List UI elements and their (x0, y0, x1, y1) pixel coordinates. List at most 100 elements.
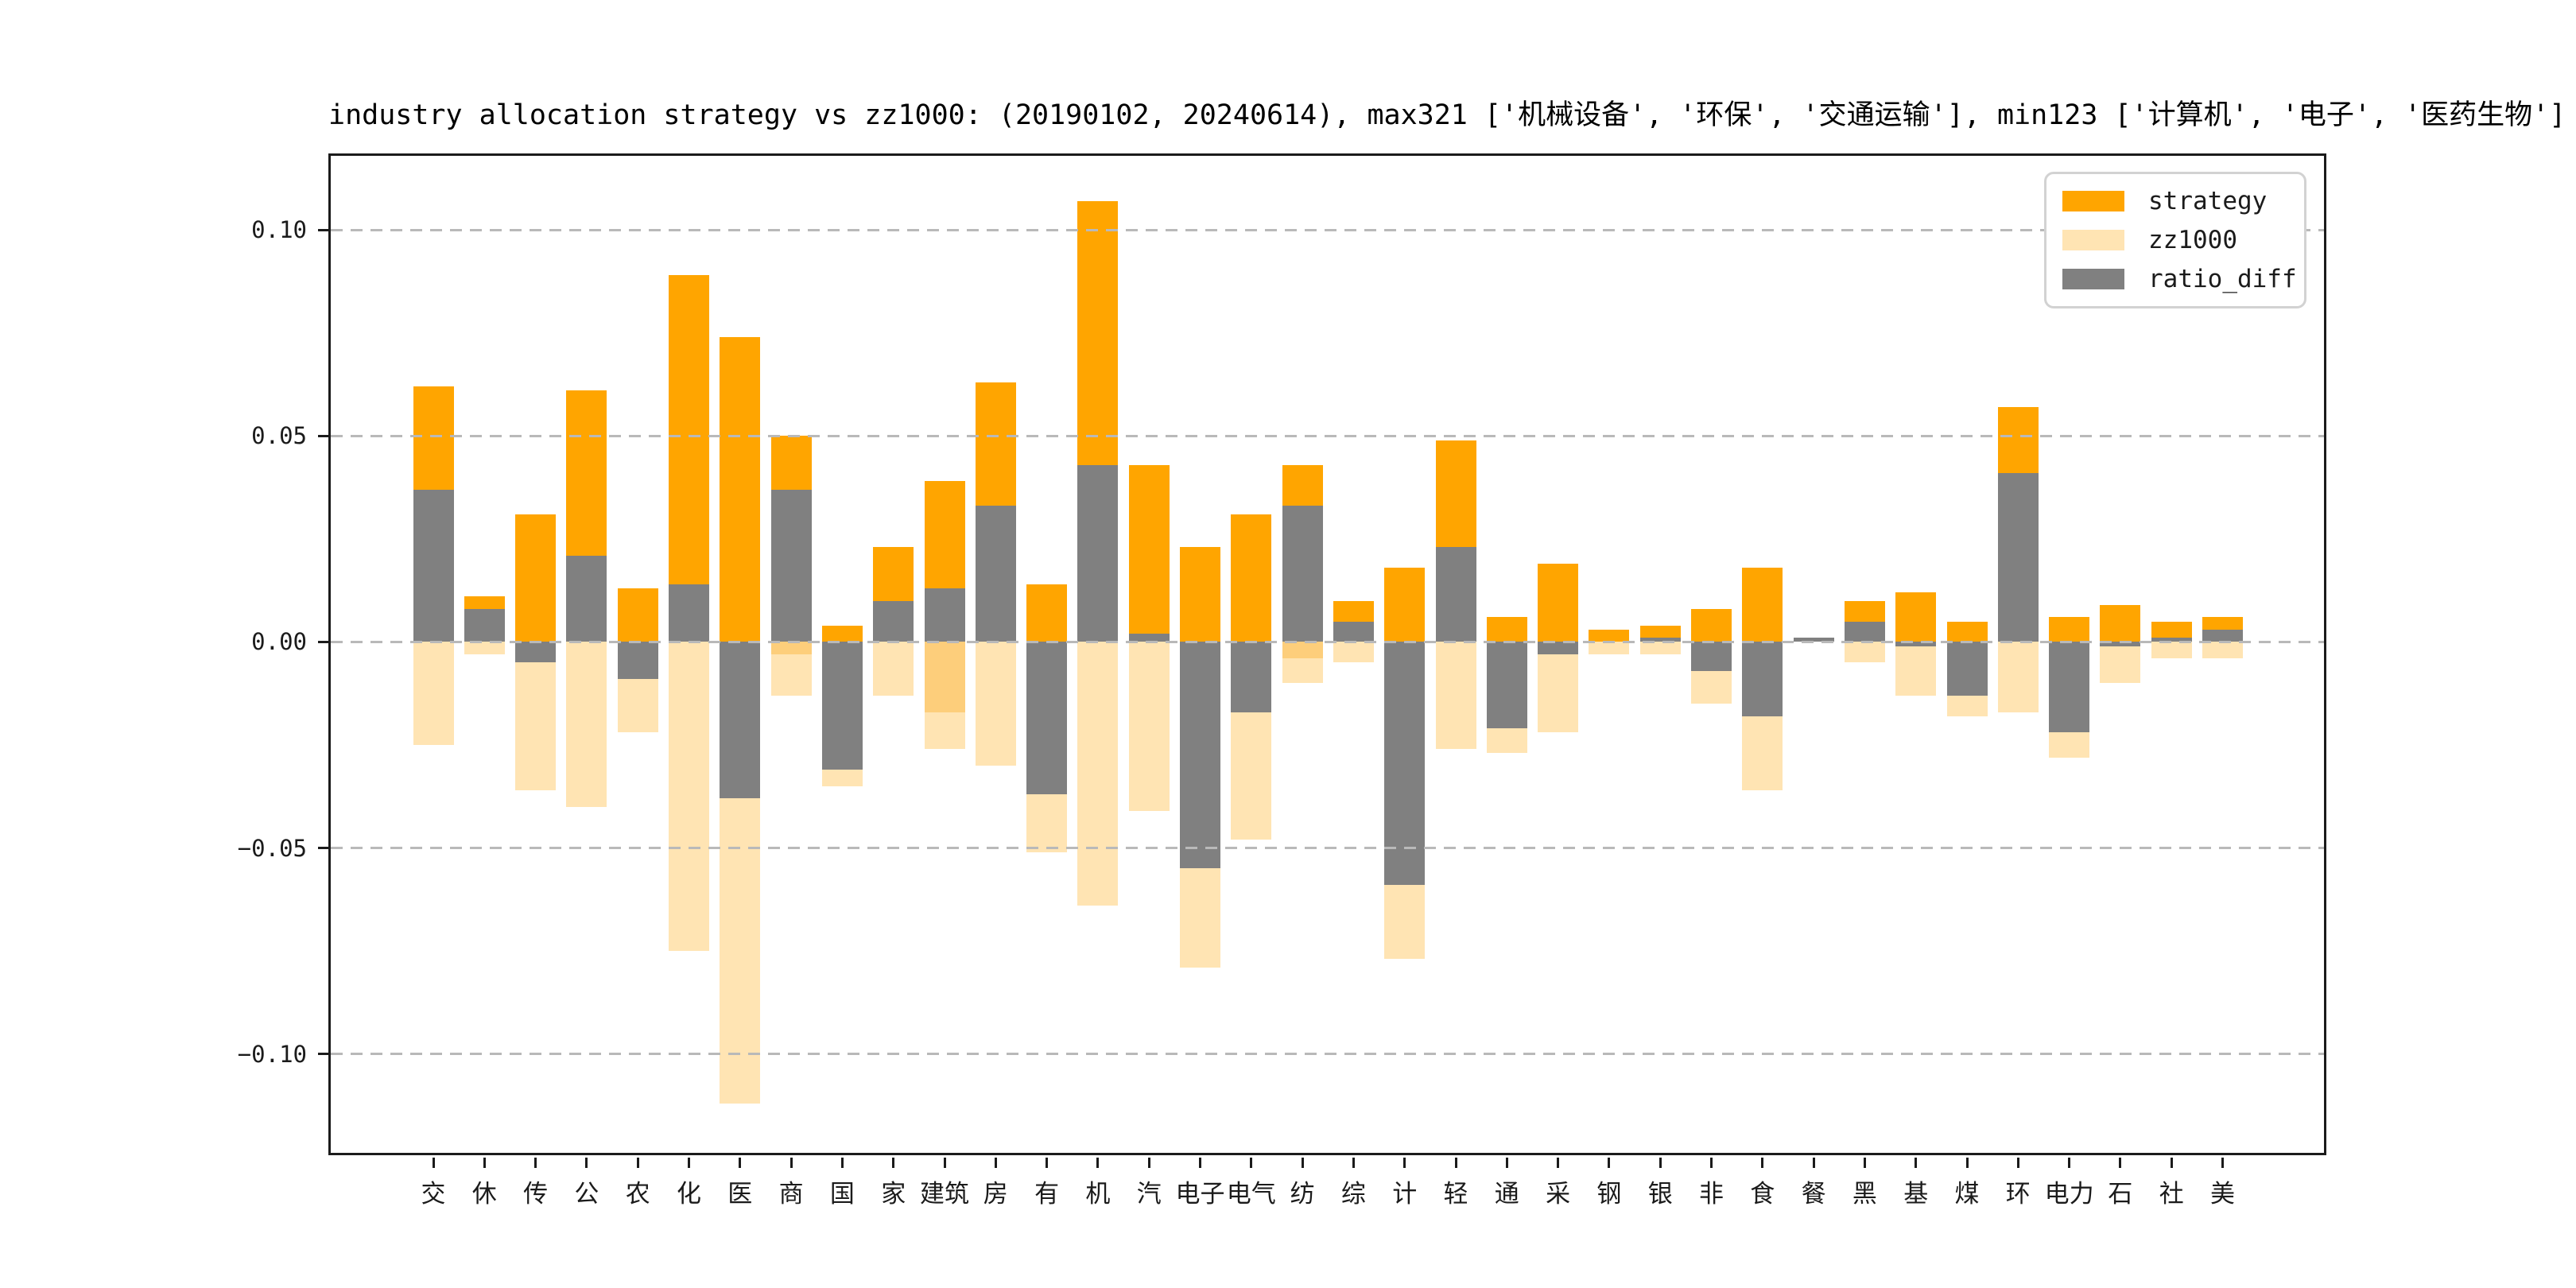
x-tick-mark (483, 1158, 486, 1168)
bar-zz1000-石 (2100, 642, 2141, 684)
bar-strategy-有 (1026, 584, 1068, 642)
bar-ratio-diff-医 (720, 642, 761, 799)
x-tick-label: 有 (1034, 1180, 1060, 1208)
x-tick-label: 家 (881, 1180, 906, 1208)
bar-strategy-化 (669, 275, 709, 642)
bar-zz1000-overlap-纺 (1282, 642, 1323, 659)
x-tick-mark (1454, 1158, 1457, 1168)
x-tick-mark (432, 1158, 435, 1168)
bar-zz1000-overlap-商 (770, 642, 812, 654)
x-tick-label: 采 (1546, 1180, 1571, 1208)
x-tick-label: 非 (1699, 1180, 1724, 1208)
bar-ratio-diff-农 (617, 642, 658, 680)
plot-area: strategy zz1000 ratio_diff 0.10 0.05 0.00 −… (238, 153, 2326, 1208)
bar-strategy-电子 (1180, 547, 1220, 642)
x-tick-mark (1403, 1158, 1406, 1168)
x-tick-mark (1608, 1158, 1611, 1168)
y-tick-mark (318, 847, 328, 850)
x-tick-label: 纺 (1290, 1180, 1315, 1208)
x-tick-mark (1352, 1158, 1355, 1168)
bar-strategy-电力 (2049, 617, 2090, 642)
bar-ratio-diff-基 (1895, 642, 1937, 646)
bar-strategy-采 (1538, 564, 1579, 642)
gridline-y-0.10 (331, 228, 2324, 231)
bar-strategy-国 (821, 625, 863, 642)
y-tick-label: 0.10 (251, 216, 307, 244)
legend-swatch-ratio-diff (2062, 269, 2124, 289)
x-tick-label: 社 (2159, 1180, 2184, 1208)
gridline-y-−0.10 (331, 1053, 2324, 1056)
bar-ratio-diff-国 (821, 642, 863, 770)
x-tick-mark (1863, 1158, 1866, 1168)
bar-ratio-diff-采 (1538, 642, 1579, 654)
x-tick-mark (994, 1158, 997, 1168)
bar-ratio-diff-电子 (1180, 642, 1220, 869)
x-tick-mark (2221, 1158, 2224, 1168)
bar-zz1000-基 (1895, 642, 1937, 696)
x-tick-mark (892, 1158, 895, 1168)
x-tick-mark (1096, 1158, 1100, 1168)
x-tick-mark (2016, 1158, 2019, 1168)
bar-zz1000-采 (1538, 642, 1579, 733)
y-tick-label: −0.05 (237, 834, 307, 862)
bar-strategy-传 (515, 514, 557, 642)
bar-ratio-diff-银 (1639, 638, 1681, 642)
x-tick-mark (2068, 1158, 2071, 1168)
gridline-y-0.00 (331, 640, 2324, 643)
bar-zz1000-房 (975, 642, 1016, 766)
bar-strategy-煤 (1946, 621, 1988, 642)
x-tick-mark (1915, 1158, 1918, 1168)
x-tick-label: 钢 (1596, 1180, 1622, 1208)
x-tick-label: 公 (574, 1180, 599, 1208)
x-tick-label: 电气 (1226, 1180, 1276, 1208)
bar-zz1000-综 (1333, 642, 1374, 663)
bar-ratio-diff-计 (1384, 642, 1426, 886)
x-tick-label: 煤 (1954, 1180, 1980, 1208)
chart-title: industry allocation strategy vs zz1000: … (328, 99, 2566, 131)
x-tick-label: 环 (2005, 1180, 2031, 1208)
x-tick-label: 餐 (1801, 1180, 1826, 1208)
bar-strategy-农 (617, 588, 658, 642)
bar-zz1000-黑 (1844, 642, 1885, 663)
x-tick-label: 美 (2210, 1180, 2235, 1208)
bar-strategy-钢 (1589, 629, 1630, 642)
x-tick-label: 商 (778, 1180, 804, 1208)
x-tick-mark (1812, 1158, 1815, 1168)
x-tick-label: 通 (1494, 1180, 1519, 1208)
x-tick-label: 电力 (2044, 1180, 2094, 1208)
legend-label-zz1000: zz1000 (2148, 226, 2237, 254)
bar-zz1000-美 (2202, 642, 2243, 659)
bar-ratio-diff-非 (1691, 642, 1732, 671)
bar-ratio-diff-商 (770, 489, 812, 642)
y-tick-mark (318, 1053, 328, 1056)
x-tick-label: 医 (727, 1180, 753, 1208)
legend: strategy zz1000 ratio_diff (2044, 172, 2306, 308)
x-tick-label: 国 (829, 1180, 855, 1208)
bar-zz1000-传 (515, 642, 557, 790)
bar-zz1000-家 (873, 642, 914, 696)
bar-ratio-diff-交 (413, 489, 454, 642)
bar-ratio-diff-黑 (1844, 621, 1885, 642)
x-tick-label: 计 (1392, 1180, 1418, 1208)
bar-zz1000-overlap-建筑 (924, 642, 965, 712)
x-tick-mark (1710, 1158, 1713, 1168)
bar-strategy-银 (1639, 625, 1681, 642)
bar-ratio-diff-有 (1026, 642, 1068, 795)
x-tick-mark (1761, 1158, 1764, 1168)
bar-zz1000-环 (1997, 642, 2039, 712)
bar-ratio-diff-家 (873, 600, 914, 642)
x-tick-mark (789, 1158, 793, 1168)
x-tick-mark (534, 1158, 537, 1168)
x-tick-mark (2119, 1158, 2122, 1168)
bar-ratio-diff-休 (464, 609, 505, 642)
x-tick-mark (840, 1158, 844, 1168)
bar-ratio-diff-化 (669, 584, 709, 642)
bar-strategy-汽 (1128, 464, 1170, 642)
x-tick-mark (688, 1158, 690, 1168)
x-tick-mark (739, 1158, 742, 1168)
x-tick-label: 汽 (1136, 1180, 1162, 1208)
bar-strategy-食 (1742, 568, 1783, 642)
x-tick-label: 基 (1903, 1180, 1929, 1208)
x-tick-mark (2170, 1158, 2173, 1168)
